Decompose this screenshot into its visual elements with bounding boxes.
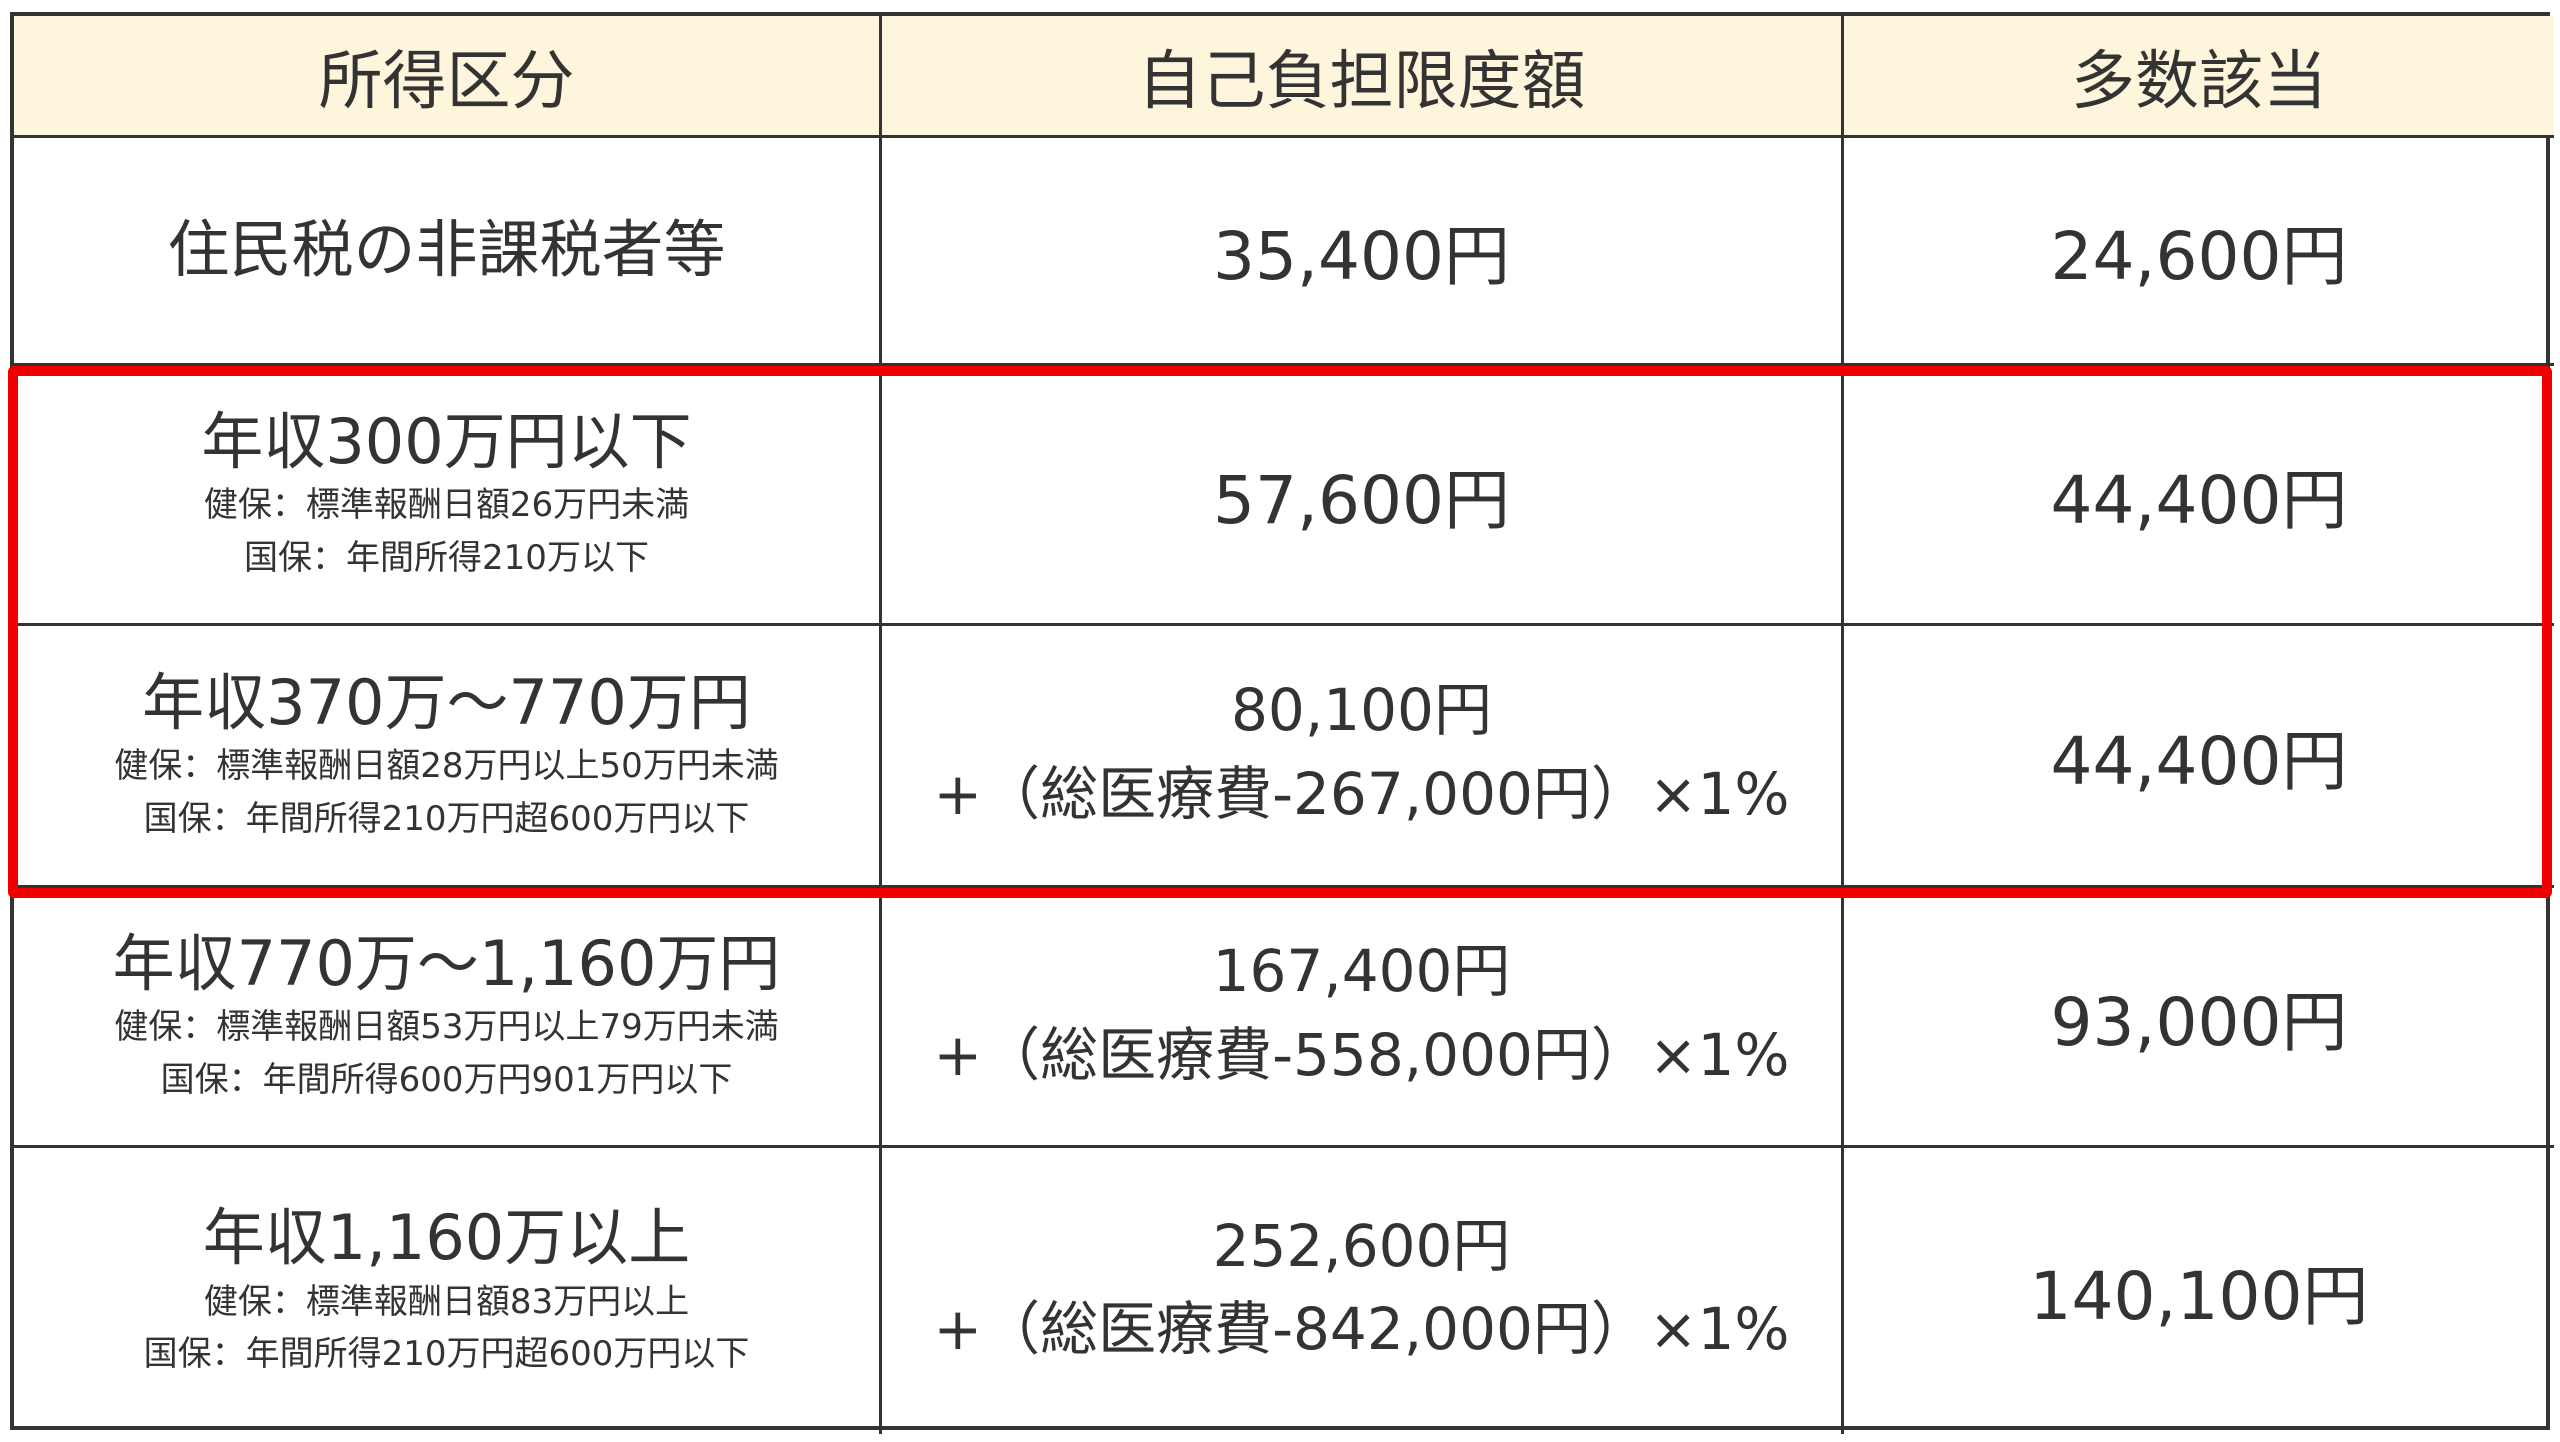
row-4-multiple: 93,000円 [1844, 888, 2554, 1148]
row-5-category: 年収1,160万以上 健保：標準報酬日額83万円以上 国保：年間所得210万円超… [14, 1148, 882, 1434]
row-1-multiple-amount: 24,600円 [2050, 217, 2348, 295]
row-4-limit-base: 167,400円 [1212, 937, 1511, 1006]
row-5-kokuho-note: 国保：年間所得210万円超600万円以下 [143, 1334, 750, 1375]
header-income-category-label: 所得区分 [318, 44, 575, 119]
row-3-limit-formula: +（総医療費-267,000円）×1% [933, 759, 1790, 828]
row-5-category-label: 年収1,160万以上 [202, 1201, 691, 1275]
row-5-limit-base: 252,600円 [1212, 1211, 1511, 1280]
row-5-multiple-amount: 140,100円 [2029, 1258, 2369, 1335]
row-5-limit-formula: +（総医療費-842,000円）×1% [933, 1295, 1790, 1364]
row-1-limit-amount: 35,400円 [1213, 217, 1510, 295]
row-3-category: 年収370万～770万円 健保：標準報酬日額28万円以上50万円未満 国保：年間… [14, 626, 882, 888]
header-multiple-applicable-label: 多数該当 [2071, 44, 2327, 119]
row-2-multiple-amount: 44,400円 [2050, 461, 2348, 539]
row-4-multiple-amount: 93,000円 [2050, 983, 2348, 1061]
row-5-kenpo-note: 健保：標準報酬日額83万円以上 [203, 1281, 690, 1322]
cost-limit-table: 所得区分 自己負担限度額 多数該当 住民税の非課税者等 35,400円 24,6… [10, 12, 2554, 1434]
row-4-category: 年収770万～1,160万円 健保：標準報酬日額53万円以上79万円未満 国保：… [14, 888, 882, 1148]
row-2-category-label: 年収300万円以下 [201, 404, 692, 478]
row-3-multiple-amount: 44,400円 [2050, 722, 2348, 800]
row-4-limit: 167,400円 +（総医療費-558,000円）×1% [882, 888, 1844, 1148]
row-2-limit: 57,600円 [882, 366, 1844, 626]
row-1-limit: 35,400円 [882, 138, 1844, 366]
row-2-kokuho-note: 国保：年間所得210万以下 [244, 537, 649, 578]
row-3-multiple: 44,400円 [1844, 626, 2554, 888]
row-3-limit-base: 80,100円 [1231, 676, 1492, 745]
row-3-limit: 80,100円 +（総医療費-267,000円）×1% [882, 626, 1844, 888]
row-4-limit-formula: +（総医療費-558,000円）×1% [933, 1020, 1790, 1089]
row-1-multiple: 24,600円 [1844, 138, 2554, 366]
row-4-kenpo-note: 健保：標準報酬日額53万円以上79万円未満 [114, 1007, 779, 1047]
header-self-pay-limit-label: 自己負担限度額 [1137, 44, 1586, 119]
row-2-category: 年収300万円以下 健保：標準報酬日額26万円未満 国保：年間所得210万以下 [14, 366, 882, 626]
row-3-category-label: 年収370万～770万円 [142, 665, 751, 739]
row-2-limit-amount: 57,600円 [1213, 461, 1510, 539]
row-1-category-label: 住民税の非課税者等 [167, 213, 726, 287]
row-5-limit: 252,600円 +（総医療費-842,000円）×1% [882, 1148, 1844, 1434]
header-income-category: 所得区分 [14, 16, 882, 138]
row-4-category-label: 年収770万～1,160万円 [112, 926, 781, 1000]
row-2-kenpo-note: 健保：標準報酬日額26万円未満 [203, 485, 690, 525]
row-5-multiple: 140,100円 [1844, 1148, 2554, 1434]
row-2-multiple: 44,400円 [1844, 366, 2554, 626]
row-1-category: 住民税の非課税者等 [14, 138, 882, 366]
row-3-kenpo-note: 健保：標準報酬日額28万円以上50万円未満 [114, 746, 779, 786]
row-4-kokuho-note: 国保：年間所得600万円901万円以下 [160, 1059, 733, 1100]
row-3-kokuho-note: 国保：年間所得210万円超600万円以下 [143, 798, 750, 839]
header-self-pay-limit: 自己負担限度額 [882, 16, 1844, 138]
header-multiple-applicable: 多数該当 [1844, 16, 2554, 138]
